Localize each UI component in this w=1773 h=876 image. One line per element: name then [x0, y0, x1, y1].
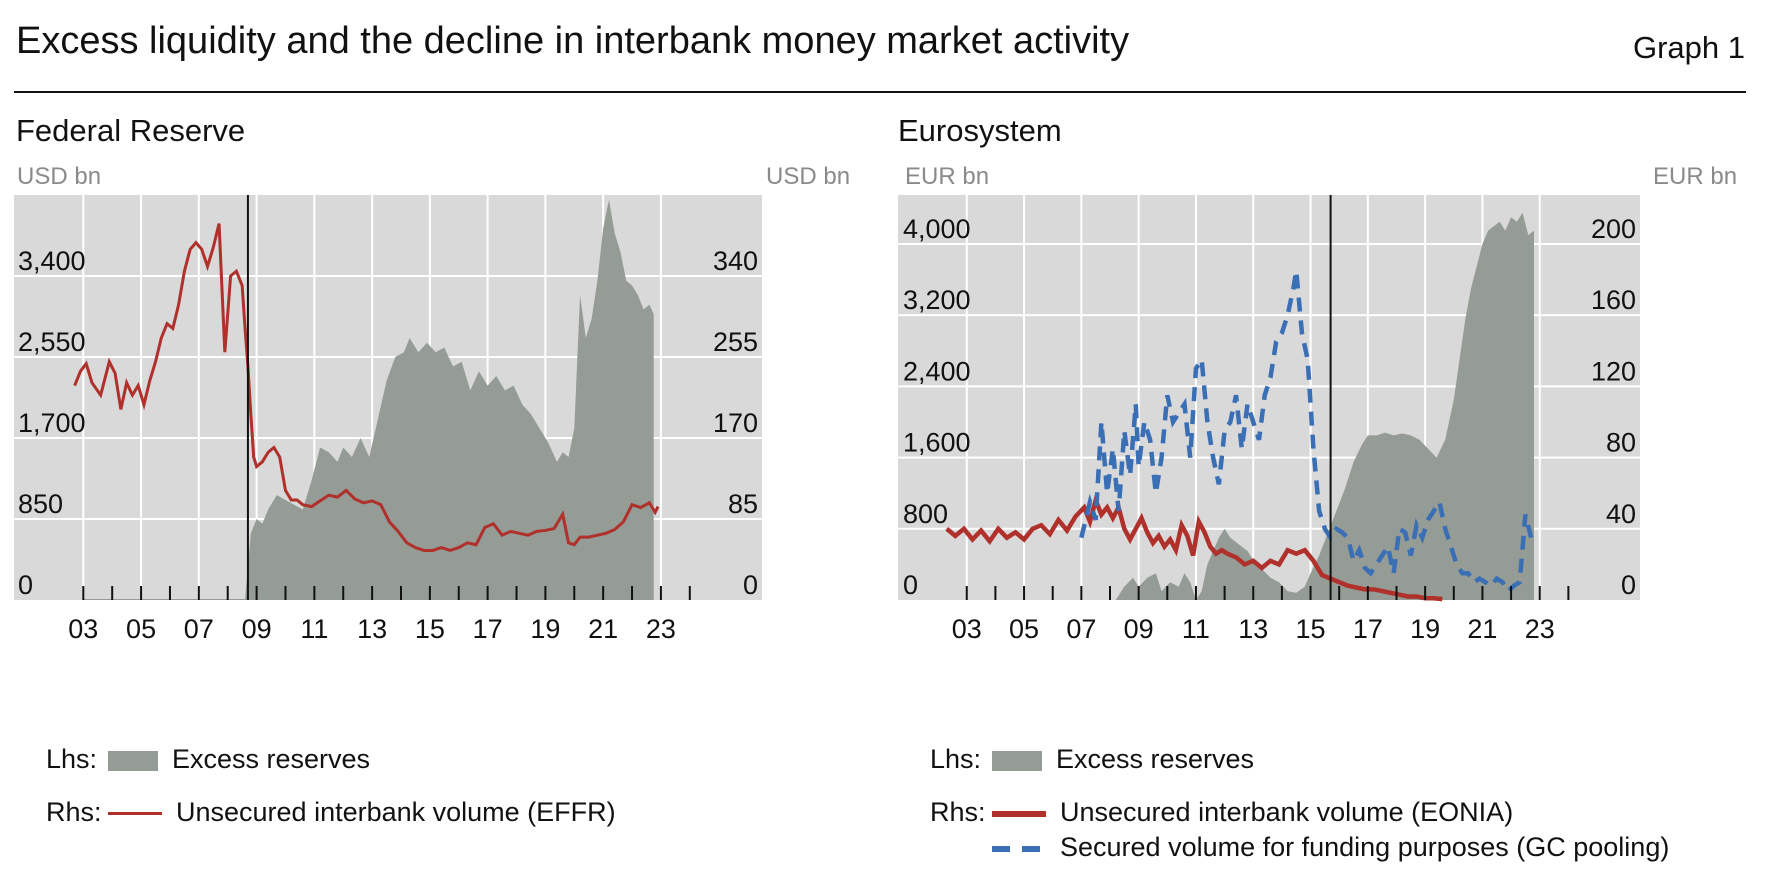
rhs-tick-label: 170: [713, 408, 758, 438]
x-tick-label: 19: [1410, 614, 1440, 644]
legend-label: Excess reserves: [172, 744, 371, 774]
excess-reserves-area: [1115, 212, 1534, 601]
x-tick-label: 17: [1353, 614, 1383, 644]
rhs-tick-label: 40: [1606, 499, 1636, 529]
legend-label: Excess reserves: [1056, 744, 1255, 774]
x-tick-label: 05: [1009, 614, 1039, 644]
secured-volume-line: [1079, 270, 1534, 595]
legend-item-excess-reserves: Lhs: Excess reserves: [46, 744, 370, 778]
legend-label: Secured volume for funding purposes (GC …: [1060, 832, 1670, 862]
legend-label: Unsecured interbank volume (EONIA): [1060, 797, 1514, 827]
x-tick-label: 17: [473, 614, 503, 644]
line-swatch-icon: [992, 810, 1046, 817]
x-tick-label: 07: [1066, 614, 1096, 644]
x-tick-label: 05: [126, 614, 156, 644]
x-tick-label: 03: [952, 614, 982, 644]
x-tick-label: 23: [646, 614, 676, 644]
lhs-unit-label: EUR bn: [905, 163, 990, 190]
x-tick-label: 15: [415, 614, 445, 644]
legend-item-effr: Rhs: Unsecured interbank volume (EFFR): [46, 797, 616, 831]
legend-side-label: Lhs:: [930, 744, 982, 774]
x-tick-label: 09: [242, 614, 272, 644]
lhs-tick-label: 1,700: [18, 408, 86, 438]
area-swatch-icon: [992, 750, 1042, 771]
excess-reserves-area: [83, 199, 654, 600]
legend-side-label: Rhs:: [930, 797, 986, 827]
legend-side-label: Rhs:: [46, 797, 102, 827]
area-swatch-icon: [108, 750, 158, 771]
x-tick-label: 21: [1467, 614, 1497, 644]
lhs-tick-label: 1,600: [903, 428, 971, 458]
eurosystem-chart: 03 05 07 09 11 13 15 17 19 21 2308001,6002,4003,20…: [898, 195, 1640, 644]
rhs-unit-label: USD bn: [766, 163, 851, 190]
rhs-tick-label: 340: [713, 246, 758, 276]
lhs-tick-label: 4,000: [903, 214, 971, 244]
legend-item-eonia: Rhs: Unsecured interbank volume (EONIA): [930, 797, 1513, 831]
x-tick-label: 07: [184, 614, 214, 644]
lhs-tick-label: 2,400: [903, 356, 971, 386]
panel-title-eurosystem: Eurosystem: [898, 113, 1062, 148]
x-tick-label: 11: [1182, 614, 1210, 644]
legend-side-label: Lhs:: [46, 744, 98, 774]
title-rule: [14, 91, 1746, 93]
x-tick-label: 19: [530, 614, 560, 644]
x-tick-label: 13: [1238, 614, 1268, 644]
lhs-tick-label: 2,550: [18, 327, 86, 357]
x-tick-label: 15: [1296, 614, 1326, 644]
legend-label: Unsecured interbank volume (EFFR): [176, 797, 616, 827]
rhs-tick-label: 0: [1621, 570, 1636, 600]
legend-item-gc-pooling: Secured volume for funding purposes (GC …: [930, 832, 1669, 866]
line-swatch-icon: [108, 812, 162, 816]
lhs-tick-label: 850: [18, 489, 63, 519]
panel-title-federal-reserve: Federal Reserve: [16, 113, 246, 148]
rhs-unit-label: EUR bn: [1653, 163, 1738, 190]
lhs-tick-label: 3,400: [18, 246, 86, 276]
rhs-tick-label: 255: [713, 327, 758, 357]
x-tick-label: 11: [300, 614, 328, 644]
lhs-tick-label: 3,200: [903, 285, 971, 315]
x-tick-label: 23: [1525, 614, 1555, 644]
x-tick-label: 21: [588, 614, 618, 644]
x-tick-label: 09: [1124, 614, 1154, 644]
chart-title: Excess liquidity and the decline in inte…: [16, 20, 1130, 62]
federal-reserve-chart: 03 05 07 09 11 13 15 17 19 21 2308501,7002,5503,40…: [14, 195, 762, 644]
rhs-tick-label: 200: [1591, 214, 1636, 244]
lhs-tick-label: 0: [903, 570, 918, 600]
rhs-tick-label: 160: [1591, 285, 1636, 315]
lhs-tick-label: 0: [18, 570, 33, 600]
x-tick-label: 03: [68, 614, 98, 644]
lhs-tick-label: 800: [903, 499, 948, 529]
dashed-swatch-icon: [992, 845, 1046, 852]
graph-number: Graph 1: [1632, 30, 1745, 65]
x-tick-label: 13: [357, 614, 387, 644]
rhs-tick-label: 0: [743, 570, 758, 600]
rhs-tick-label: 120: [1591, 356, 1636, 386]
lhs-unit-label: USD bn: [17, 163, 102, 190]
unsecured-volume-line: [945, 493, 1443, 602]
unsecured-volume-line: [73, 223, 660, 553]
legend-item-excess-reserves: Lhs: Excess reserves: [930, 744, 1254, 778]
rhs-tick-label: 80: [1606, 428, 1636, 458]
rhs-tick-label: 85: [728, 489, 758, 519]
